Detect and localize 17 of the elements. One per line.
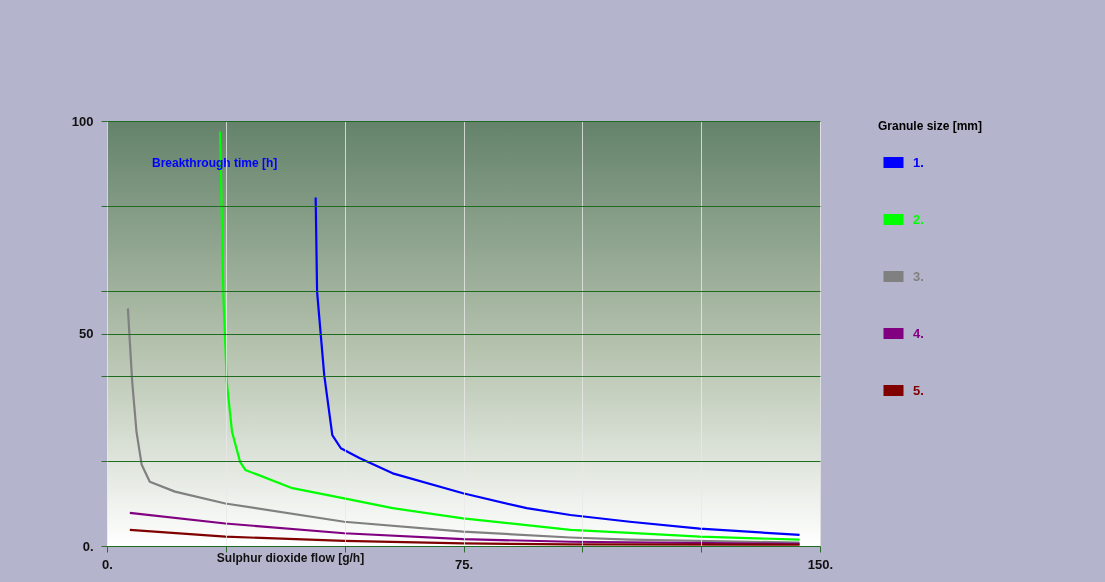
legend-label: 2. xyxy=(913,211,924,227)
legend-title: Granule size [mm] xyxy=(878,119,983,133)
x-tick-label: 150. xyxy=(807,556,834,572)
x-tick-label: 0. xyxy=(102,556,113,572)
x-axis-title: Sulphur dioxide flow [g/h] xyxy=(216,550,365,565)
legend-label: 4. xyxy=(913,325,924,341)
line-series xyxy=(128,511,801,545)
line-series xyxy=(126,307,801,544)
x-tick-label: 75. xyxy=(454,556,474,572)
legend-label: 3. xyxy=(913,268,924,284)
line-series xyxy=(314,196,801,537)
legend-label: 5. xyxy=(913,382,924,398)
y-tick-label: 0. xyxy=(82,538,94,554)
y-tick-label: 50 xyxy=(79,326,94,341)
y-tick-label: 100 xyxy=(71,113,94,129)
legend-label: 1. xyxy=(913,154,924,170)
line-series xyxy=(128,528,801,546)
